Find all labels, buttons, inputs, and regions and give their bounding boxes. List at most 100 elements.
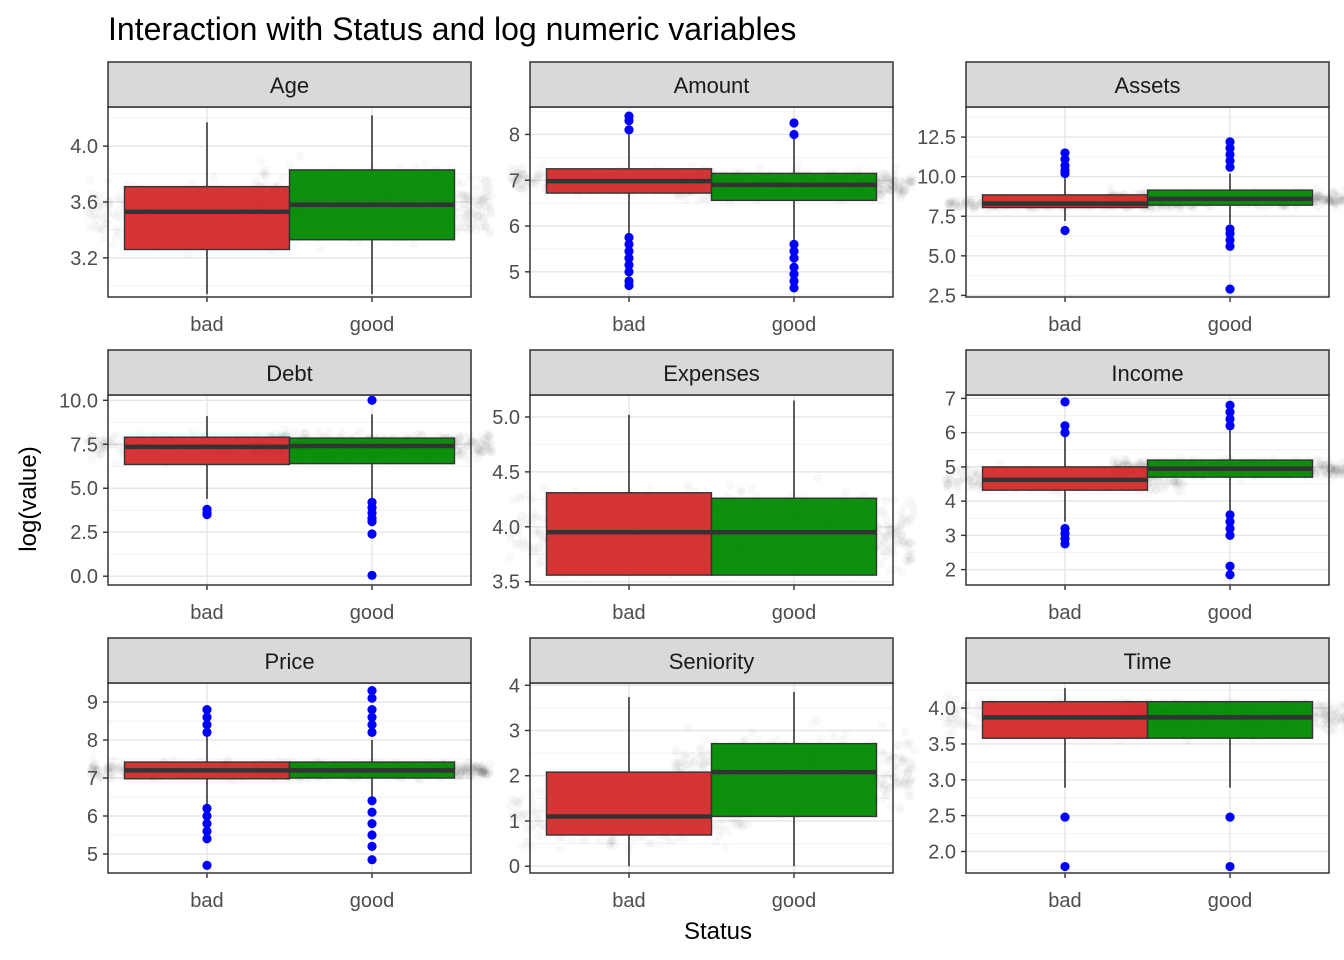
jitter-point (112, 233, 121, 242)
facet-strip (965, 349, 1330, 396)
outlier-point (1225, 414, 1235, 424)
outlier-point (1060, 397, 1070, 407)
chart-title: Interaction with Status and log numeric … (108, 11, 796, 47)
jitter-point (462, 209, 471, 218)
outlier-point (624, 246, 634, 256)
jitter-point (209, 172, 218, 181)
jitter-point (92, 222, 101, 231)
jitter-point (483, 439, 492, 448)
box-bad (981, 397, 1149, 549)
jitter-point (876, 559, 885, 568)
jitter-point (301, 428, 310, 437)
jitter-point (184, 250, 193, 259)
jitter-point (904, 551, 913, 560)
jitter-point (259, 168, 268, 177)
facet-strip (965, 61, 1330, 108)
jitter-point (896, 176, 905, 185)
facet-strip (107, 61, 472, 108)
jitter-point (898, 531, 907, 540)
jitter-point (1317, 461, 1326, 470)
outlier-point (624, 280, 634, 291)
jitter-point (888, 548, 897, 557)
jitter-point (900, 541, 909, 550)
jitter-point (486, 227, 495, 236)
outlier-point (624, 232, 634, 243)
y-tick-label: 5 (945, 457, 956, 479)
outlier-point (624, 260, 634, 270)
outlier-point (1225, 400, 1235, 410)
jitter-point (882, 497, 891, 506)
jitter-point (906, 513, 915, 522)
x-tick-label: bad (612, 314, 645, 336)
outlier-point (1225, 235, 1235, 245)
y-tick-label: 5.0 (492, 407, 520, 429)
jitter-point (877, 179, 886, 188)
outlier-point (1060, 539, 1070, 549)
jitter-point (455, 190, 464, 199)
outlier-point (789, 246, 799, 256)
jitter-point (99, 233, 108, 242)
jitter-point (516, 494, 525, 503)
y-tick-label: 3.2 (70, 248, 98, 270)
jitter-point (519, 540, 528, 549)
outlier-point (1060, 225, 1070, 236)
outlier-point (1225, 517, 1235, 527)
facet-label: Assets (1114, 73, 1180, 98)
outlier-point (367, 517, 377, 527)
outlier-point (1060, 168, 1070, 179)
outlier-point (1225, 284, 1235, 294)
jitter-point (646, 484, 655, 493)
facet-strip (529, 61, 894, 108)
y-tick-label: 10.0 (917, 167, 956, 189)
y-tick-label: 2.5 (928, 285, 956, 307)
jitter-point (1174, 488, 1183, 497)
box-bad (123, 416, 291, 520)
jitter-point (909, 501, 918, 510)
jitter-point (878, 187, 887, 196)
jitter-point (946, 196, 955, 205)
jitter-point (420, 160, 429, 169)
x-tick-label: good (350, 602, 395, 624)
jitter-point (1155, 484, 1164, 493)
jitter-point (296, 152, 305, 161)
jitter-point (879, 508, 888, 517)
y-tick-label: 2 (945, 560, 956, 582)
outlier-point (1225, 241, 1235, 251)
outlier-point (1225, 530, 1235, 540)
y-tick-label: 7.5 (70, 434, 98, 456)
y-tick-label: 8 (509, 124, 520, 146)
outlier-point (624, 267, 634, 277)
y-tick-label: 12.5 (917, 127, 956, 149)
y-tick-label: 7.5 (928, 206, 956, 228)
x-axis-title: Status (684, 918, 752, 945)
facet-label: Expenses (663, 361, 760, 386)
box-bad (123, 122, 291, 295)
outlier-point (1225, 561, 1235, 571)
jitter-point (112, 212, 121, 221)
box-iqr (710, 497, 878, 576)
x-tick-label: good (772, 602, 817, 624)
jitter-point (457, 180, 466, 189)
x-tick-label: bad (1048, 314, 1081, 336)
outlier-point (1060, 154, 1070, 164)
jitter-point (111, 457, 120, 466)
outlier-point (367, 529, 377, 539)
outlier-point (789, 262, 799, 272)
facet-label: Debt (266, 361, 312, 386)
outlier-point (789, 239, 799, 249)
jitter-point (1170, 479, 1179, 488)
y-tick-label: 4.0 (492, 517, 520, 539)
outlier-point (789, 269, 799, 279)
y-tick-label: 5.0 (70, 478, 98, 500)
jitter-point (87, 455, 96, 464)
facet-label: Amount (674, 73, 750, 98)
y-tick-label: 3.5 (492, 572, 520, 594)
x-tick-label: good (1208, 602, 1253, 624)
jitter-point (317, 244, 326, 253)
box-good (1146, 137, 1314, 294)
jitter-point (879, 546, 888, 555)
